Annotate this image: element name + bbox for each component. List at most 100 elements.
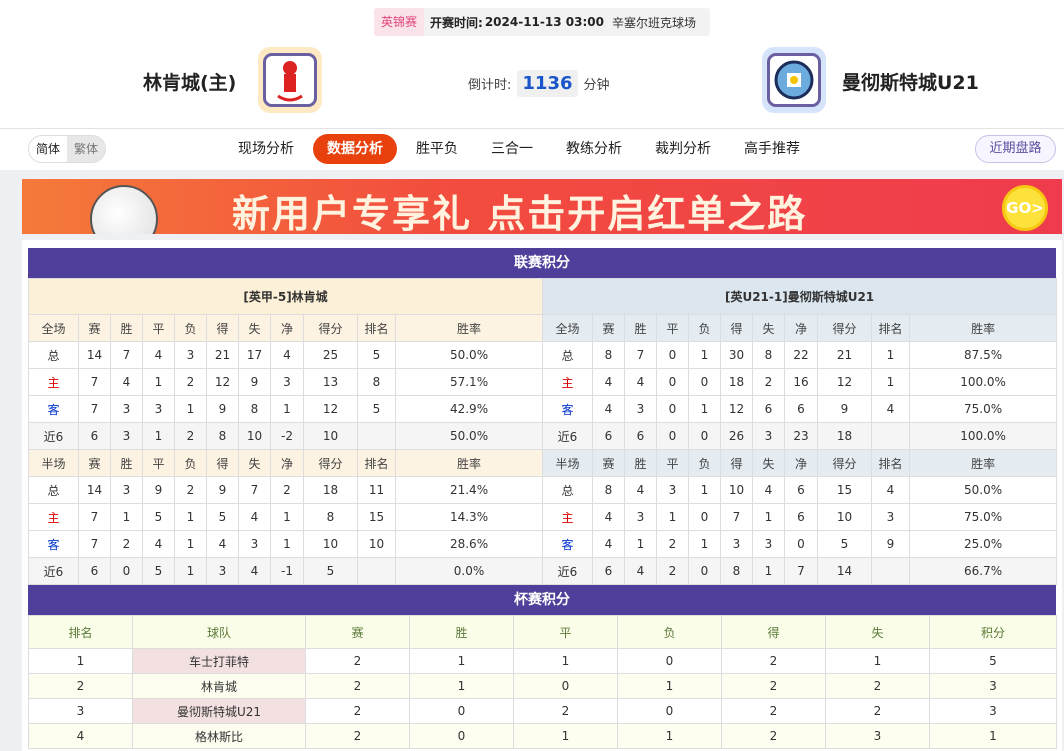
cell: 12 <box>303 395 358 423</box>
football-icon <box>90 185 158 234</box>
cell: 66.7% <box>908 557 1058 585</box>
tab-4[interactable]: 教练分析 <box>566 141 622 157</box>
go-button[interactable]: GO> <box>1002 185 1048 231</box>
countdown: 倒计时: 1136 分钟 <box>468 70 610 97</box>
column-header: 赛 <box>305 615 410 649</box>
column-header: 平 <box>513 615 618 649</box>
cell: 4 <box>28 723 133 749</box>
away-team-name[interactable]: 曼彻斯特城U21 <box>842 72 979 94</box>
cell: 6 <box>752 395 785 423</box>
away-team-logo[interactable] <box>762 47 826 113</box>
cell: 1 <box>825 648 930 674</box>
cell: 7 <box>238 476 271 504</box>
cell: 7 <box>624 341 657 369</box>
column-header: 半场 <box>28 449 79 477</box>
cell: 1 <box>28 648 133 674</box>
cell: 4 <box>592 503 625 531</box>
cell: 4 <box>752 476 785 504</box>
cell: 10 <box>303 530 358 558</box>
table-row: 客 4 1 2 1 3 3 0 5 9 25.0% <box>542 530 1058 558</box>
cell: 57.1% <box>394 368 544 396</box>
tab-1[interactable]: 数据分析 <box>313 134 397 164</box>
lang-simplified[interactable]: 简体 <box>29 136 68 162</box>
cell: 0 <box>409 723 514 749</box>
cell: 1 <box>270 395 304 423</box>
cell: 75.0% <box>908 503 1058 531</box>
cell: 2 <box>656 530 689 558</box>
table-row: 3 曼彻斯特城U21 2 0 2 0 2 2 3 <box>28 698 1057 724</box>
tab-3[interactable]: 三合一 <box>491 141 533 157</box>
cell: 2 <box>174 422 207 450</box>
cell: 3 <box>110 395 143 423</box>
cell: 1 <box>409 673 514 699</box>
cell: 3 <box>624 503 657 531</box>
cell: 2 <box>721 723 826 749</box>
cell: 2 <box>825 673 930 699</box>
row-label: 客 <box>28 530 79 558</box>
team-name[interactable]: 车士打菲特 <box>132 648 306 674</box>
tab-5[interactable]: 裁判分析 <box>655 141 711 157</box>
table-row: 总 8 7 0 1 30 8 22 21 1 87.5% <box>542 341 1058 369</box>
cell: 5 <box>303 557 358 585</box>
cell: 4 <box>592 368 625 396</box>
tab-2[interactable]: 胜平负 <box>416 141 458 157</box>
column-header: 得 <box>720 449 753 477</box>
cell: 18 <box>817 422 872 450</box>
recent-odds-button[interactable]: 近期盘路 <box>975 135 1056 163</box>
column-header: 胜 <box>624 449 657 477</box>
cell: 1 <box>871 341 910 369</box>
row-label: 客 <box>28 395 79 423</box>
tab-0[interactable]: 现场分析 <box>238 141 294 157</box>
column-header-row: 全场赛胜平负得失净得分 排名 胜率 <box>28 314 544 342</box>
cup-table: 排名 球队赛胜平负得失积分 1 车士打菲特 2 1 1 0 2 1 5 2 林肯城 2 1 0 1 2 2 3 3 曼彻斯… <box>28 615 1057 749</box>
cell: 1 <box>270 530 304 558</box>
column-header: 得 <box>206 314 239 342</box>
cell: 7 <box>720 503 753 531</box>
cell: 1 <box>110 503 143 531</box>
league-badge[interactable]: 英锦赛 <box>374 8 425 36</box>
cell: 5 <box>142 503 175 531</box>
home-team-name[interactable]: 林肯城(主) <box>143 72 237 94</box>
cell: 17 <box>238 341 271 369</box>
cell: 18 <box>720 368 753 396</box>
man-city-crest-icon <box>774 60 814 100</box>
cell: 1 <box>409 648 514 674</box>
table-row: 客 4 3 0 1 12 6 6 9 4 75.0% <box>542 395 1058 423</box>
column-header: 平 <box>656 314 689 342</box>
cell: 4 <box>142 341 175 369</box>
tab-6[interactable]: 高手推荐 <box>744 141 800 157</box>
promo-banner[interactable]: 新用户专享礼 点击开启红单之路 GO> <box>22 179 1062 234</box>
cell: 6 <box>78 422 111 450</box>
cell: 10 <box>817 503 872 531</box>
cell: 6 <box>592 557 625 585</box>
cell: 2 <box>721 698 826 724</box>
cell: 10 <box>238 422 271 450</box>
team-name[interactable]: 格林斯比 <box>132 723 306 749</box>
cell: 75.0% <box>908 395 1058 423</box>
cell: 2 <box>721 673 826 699</box>
team-name[interactable]: 林肯城 <box>132 673 306 699</box>
cell: 3 <box>142 395 175 423</box>
analysis-tabs: 现场分析 数据分析 胜平负 三合一 教练分析 裁判分析 高手推荐 <box>224 134 819 164</box>
countdown-unit: 分钟 <box>583 78 610 93</box>
cup-standings-title: 杯赛积分 <box>28 585 1056 615</box>
team-name[interactable]: 曼彻斯特城U21 <box>132 698 306 724</box>
cell: 0 <box>409 698 514 724</box>
cell: 11 <box>357 476 396 504</box>
cell: 8 <box>720 557 753 585</box>
cell: 3 <box>656 476 689 504</box>
cell: 26 <box>720 422 753 450</box>
cell: 14 <box>78 476 111 504</box>
column-header: 得分 <box>303 314 358 342</box>
cell: 50.0% <box>908 476 1058 504</box>
cell: 5 <box>206 503 239 531</box>
column-header: 失 <box>825 615 930 649</box>
cell: 4 <box>592 530 625 558</box>
column-header: 失 <box>238 314 271 342</box>
lang-traditional[interactable]: 繁体 <box>74 142 99 156</box>
lincoln-crest-icon <box>277 61 303 102</box>
cell: 8 <box>592 341 625 369</box>
cell: 42.9% <box>394 395 544 423</box>
home-team-logo[interactable] <box>258 47 322 113</box>
column-header: 净 <box>270 449 304 477</box>
